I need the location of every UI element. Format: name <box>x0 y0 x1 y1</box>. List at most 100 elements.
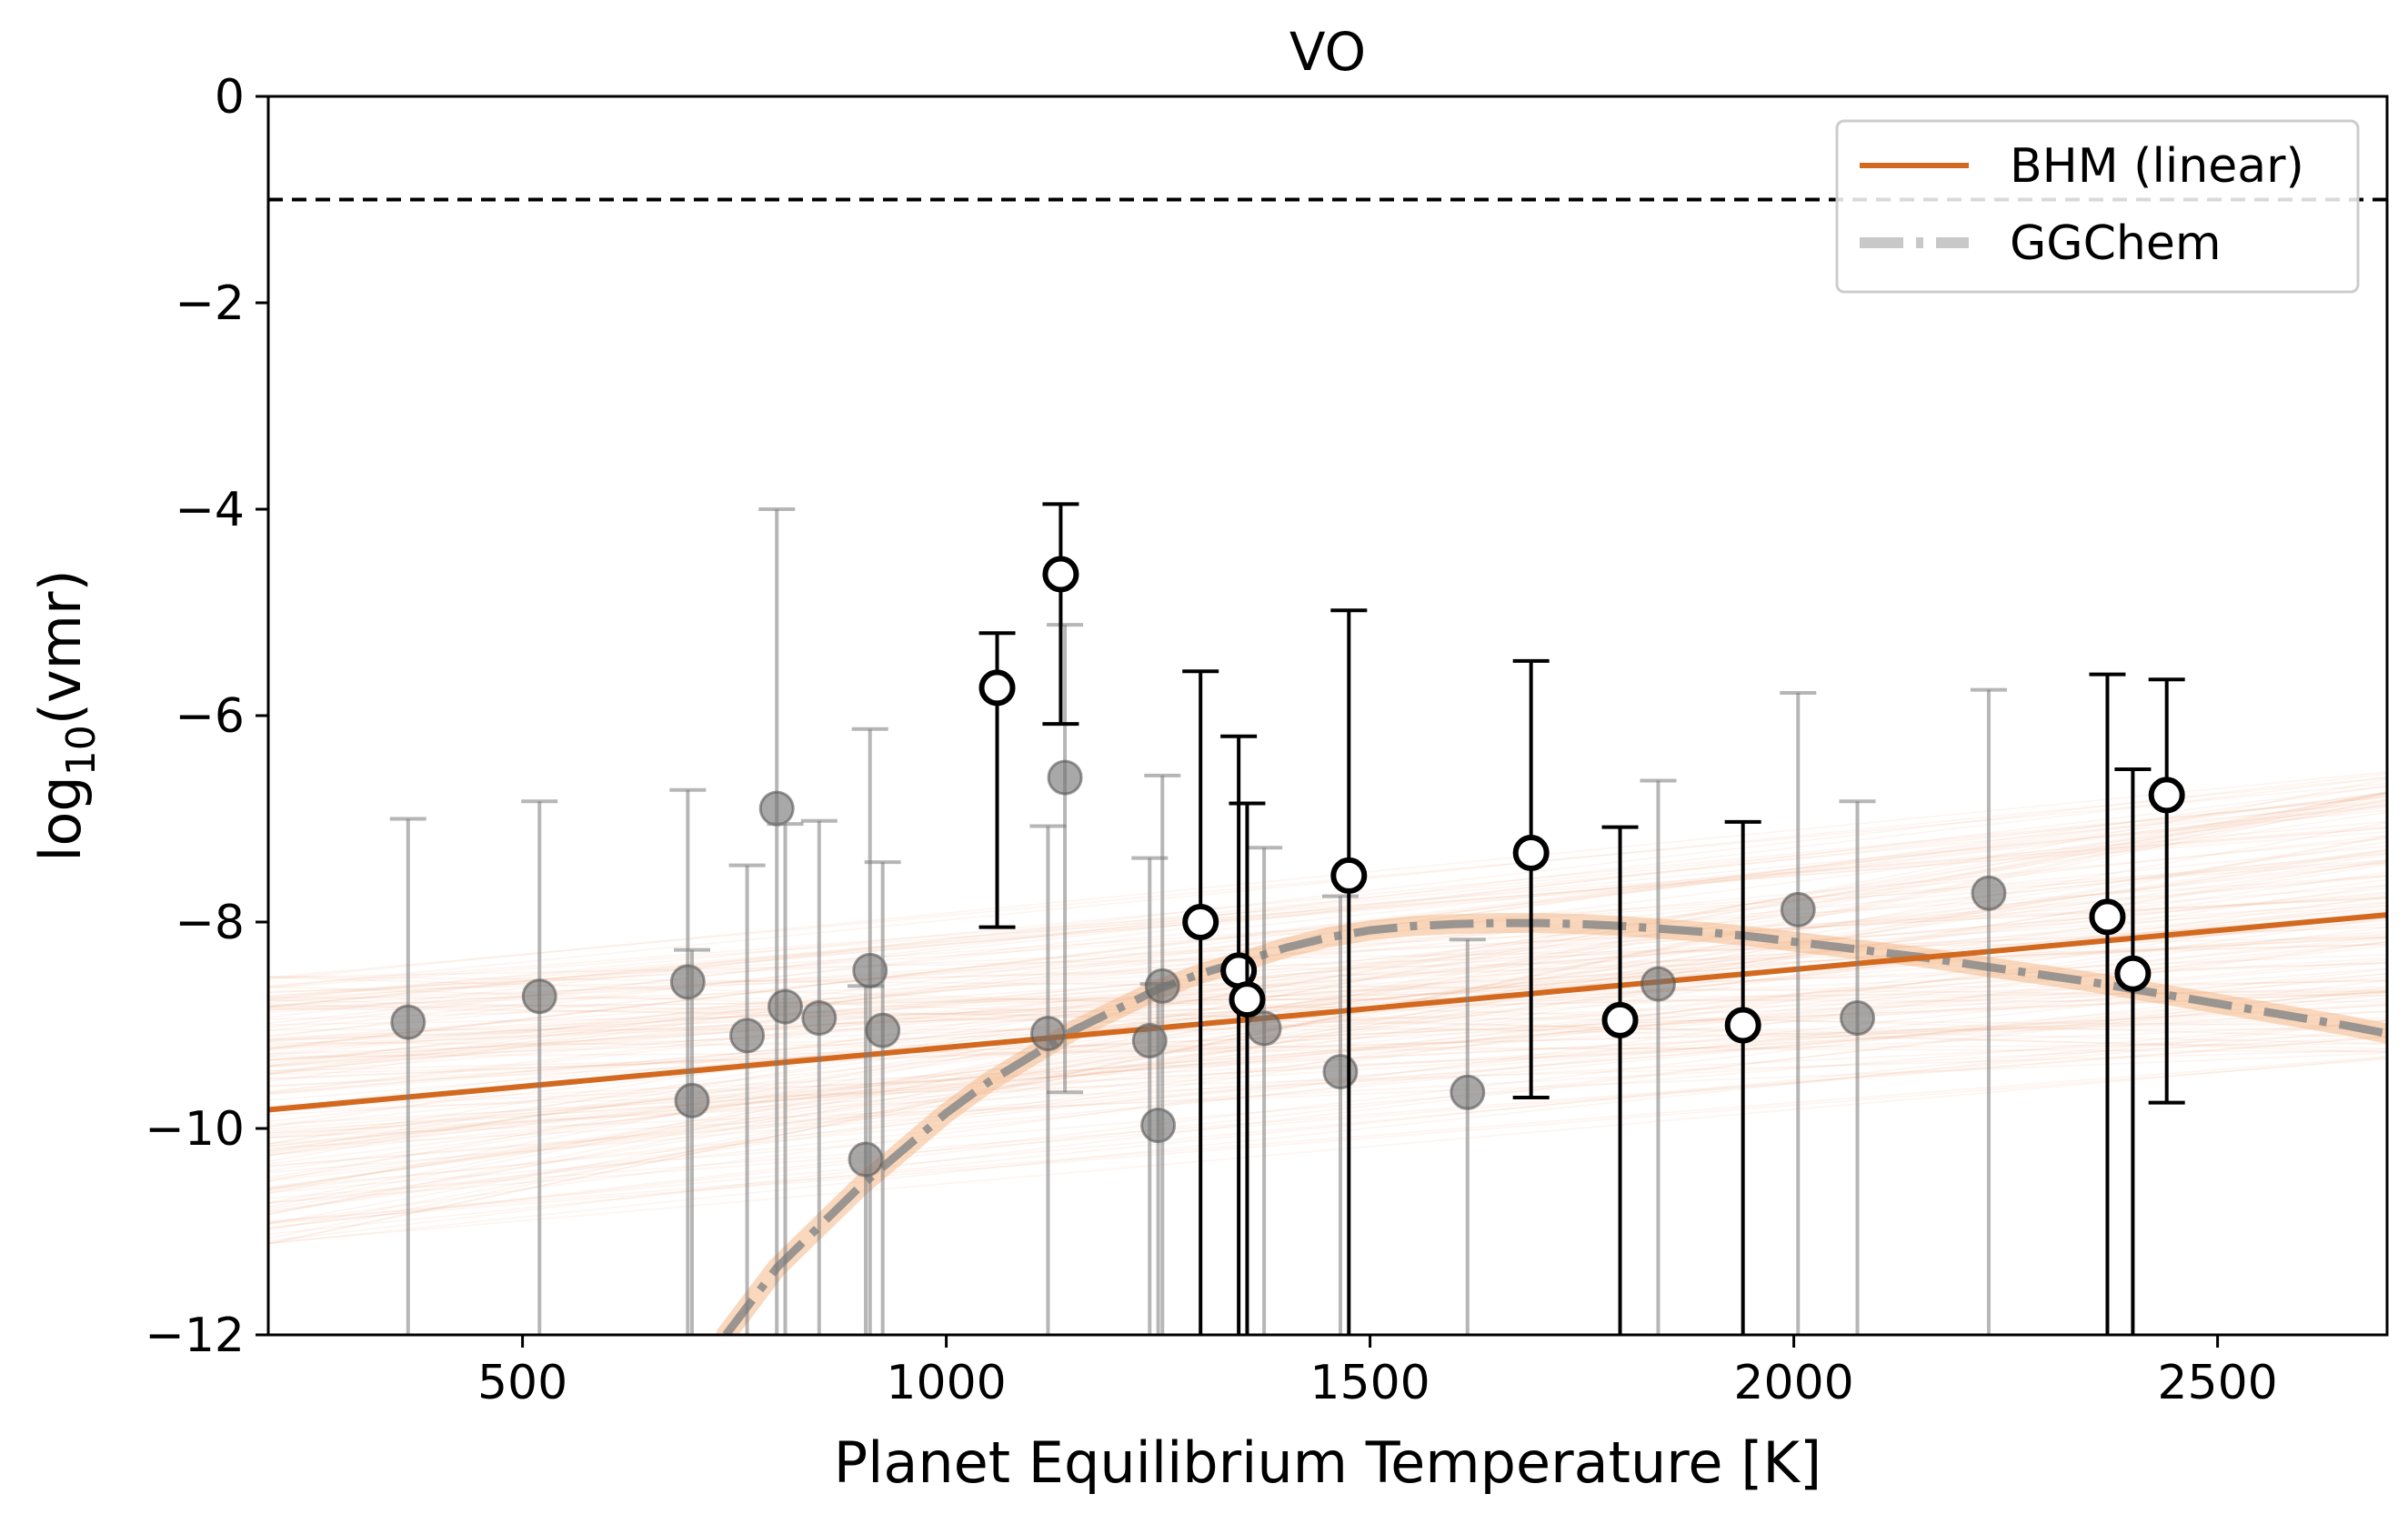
posterior-line <box>268 1003 2387 1049</box>
posterior-line <box>268 936 2387 1050</box>
posterior-line <box>268 909 2387 1075</box>
posterior-line <box>268 782 2387 978</box>
point-marker <box>1029 1016 1066 1052</box>
point-marker <box>865 1012 901 1048</box>
posterior-line <box>268 986 2387 1055</box>
point-marker <box>1322 1054 1359 1090</box>
posterior-line <box>268 853 2387 1075</box>
unconstrained-point <box>864 860 901 1335</box>
point-marker <box>978 669 1016 707</box>
unconstrained-point <box>1640 778 1677 1335</box>
posterior-line <box>268 1010 2387 1107</box>
posterior-line <box>268 991 2387 1079</box>
unconstrained-point <box>1780 691 1817 1335</box>
point-marker <box>758 790 795 827</box>
unconstrained-point <box>1449 937 1486 1335</box>
posterior-line <box>268 999 2387 1045</box>
x-tick-label: 2500 <box>2157 1356 2277 1410</box>
point-marker <box>1971 875 2007 911</box>
posterior-line <box>268 849 2387 1093</box>
posterior-line <box>268 778 2387 1195</box>
legend: BHM (linear) GGChem <box>1835 119 2360 294</box>
posterior-line <box>268 1019 2387 1072</box>
point-marker <box>1330 857 1368 894</box>
unconstrained-point <box>728 863 766 1335</box>
unconstrained-point <box>800 818 838 1335</box>
point-marker <box>521 978 557 1015</box>
posterior-line <box>268 917 2387 1128</box>
constrained-point <box>1182 669 1219 1335</box>
point-marker <box>674 1082 710 1118</box>
posterior-line <box>268 992 2387 1228</box>
posterior-line <box>268 1041 2387 1053</box>
posterior-line <box>268 897 2387 1008</box>
posterior-line <box>268 854 2387 1145</box>
y-axis: 0 −2 −4 −6 −8 −10 −12 <box>145 70 268 1363</box>
y-tick-label: −8 <box>175 896 245 950</box>
posterior-line <box>268 1018 2387 1235</box>
posterior-line <box>268 805 2387 1049</box>
posterior-line <box>268 936 2387 978</box>
constrained-point <box>2148 677 2185 1105</box>
constrained-point <box>1042 502 1079 727</box>
posterior-line <box>268 986 2387 1053</box>
posterior-line <box>268 1017 2387 1076</box>
unconstrained-point <box>669 787 707 1335</box>
posterior-line <box>268 989 2387 1061</box>
posterior-line <box>268 803 2387 1049</box>
posterior-lines <box>268 771 2387 1245</box>
point-marker <box>1182 904 1219 940</box>
posterior-line <box>268 849 2387 1191</box>
point-marker <box>1640 966 1676 1002</box>
constrained-point <box>1724 819 1761 1335</box>
posterior-line <box>268 825 2387 998</box>
point-marker <box>1840 1000 1875 1037</box>
x-axis-label: Planet Equilibrium Temperature [K] <box>834 1429 1822 1496</box>
posterior-line <box>268 792 2387 1163</box>
posterior-line <box>268 926 2387 1002</box>
posterior-line <box>268 987 2387 1242</box>
posterior-line <box>268 863 2387 1191</box>
posterior-line <box>268 990 2387 1008</box>
posterior-line <box>268 1036 2387 1204</box>
point-marker <box>669 964 706 1000</box>
point-marker <box>768 988 804 1025</box>
y-axis-label: log10(vmr) <box>27 569 105 861</box>
posterior-line <box>268 901 2387 1043</box>
posterior-line <box>268 859 2387 1210</box>
constrained-point <box>1330 608 1368 1335</box>
posterior-line <box>268 937 2387 1040</box>
posterior-line <box>268 1008 2387 1027</box>
posterior-line <box>268 876 2387 1067</box>
posterior-line <box>268 968 2387 1134</box>
point-marker <box>390 1004 426 1040</box>
unconstrained-points <box>389 507 2007 1335</box>
point-marker <box>1229 981 1266 1018</box>
posterior-line <box>268 979 2387 1229</box>
posterior-line <box>268 793 2387 1216</box>
posterior-line <box>268 795 2387 1245</box>
point-marker <box>852 952 888 988</box>
y-tick-label: −4 <box>175 483 245 537</box>
posterior-line <box>268 803 2387 1153</box>
constrained-point <box>1601 825 1639 1335</box>
constrained-point <box>2114 767 2152 1335</box>
posterior-line <box>268 944 2387 993</box>
posterior-line <box>268 799 2387 1145</box>
posterior-line <box>268 862 2387 1094</box>
point-marker <box>1047 759 1083 796</box>
point-marker <box>2148 777 2185 814</box>
posterior-line <box>268 1057 2387 1244</box>
posterior-line <box>268 798 2387 1051</box>
unconstrained-point <box>767 822 804 1335</box>
posterior-line <box>268 791 2387 1204</box>
unconstrained-point <box>1970 687 2007 1335</box>
posterior-line <box>268 805 2387 1032</box>
point-marker <box>729 1018 766 1054</box>
legend-ggchem-label: GGChem <box>2010 216 2222 271</box>
unconstrained-point <box>521 799 558 1335</box>
posterior-line <box>268 794 2387 1025</box>
point-marker <box>801 1000 838 1037</box>
chart-title: VO <box>1289 21 1366 83</box>
posterior-line <box>268 852 2387 1058</box>
